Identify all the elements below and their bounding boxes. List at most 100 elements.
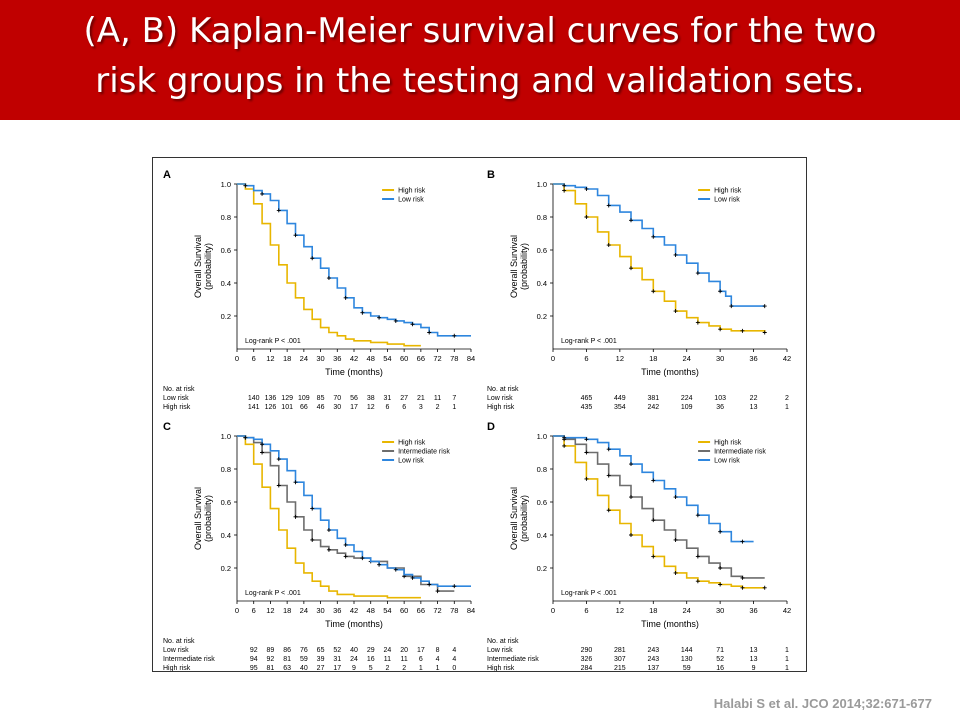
- risk-table-cell: 81: [267, 665, 275, 671]
- risk-table-cell: 1: [785, 656, 789, 663]
- risk-table-cell: 381: [647, 395, 659, 402]
- x-tick-label: 84: [467, 354, 475, 363]
- risk-table-cell: 224: [681, 395, 693, 402]
- risk-table-cell: 465: [581, 395, 593, 402]
- risk-table-cell: 4: [436, 656, 440, 663]
- risk-table-cell: 27: [400, 395, 408, 402]
- censor-mark: [427, 582, 432, 587]
- risk-table-cell: 66: [300, 404, 308, 411]
- x-tick-label: 60: [400, 354, 408, 363]
- risk-table-cell: 22: [750, 395, 758, 402]
- risk-table-header: No. at risk: [163, 386, 195, 393]
- x-tick-label: 42: [783, 354, 791, 363]
- risk-table-cell: 16: [367, 656, 375, 663]
- censor-mark: [673, 495, 678, 500]
- km-figure: A1.00.80.60.40.20 6 12 18 24 30 36 42 48 54 60 66 72…: [163, 169, 791, 671]
- censor-mark: [410, 322, 415, 327]
- censor-mark: [310, 256, 315, 261]
- x-tick-label: 72: [433, 354, 441, 363]
- risk-table-cell: 38: [367, 395, 375, 402]
- panel-label: A: [163, 169, 171, 181]
- x-axis-label: Time (months): [641, 367, 699, 377]
- y-tick-label: 0.2: [537, 564, 547, 573]
- risk-table-cell: 126: [265, 404, 277, 411]
- risk-table-cell: 6: [402, 404, 406, 411]
- risk-table-cell: 31: [384, 395, 392, 402]
- x-tick-label: 24: [683, 354, 691, 363]
- censor-mark: [740, 328, 745, 333]
- risk-table-cell: 144: [681, 647, 693, 654]
- x-tick-label: 24: [683, 606, 691, 615]
- panel-d: D 1.0 0.8 0.6 0.4 0.2 0 6 12 18 24 30 36 42 Time (mont…: [487, 421, 791, 671]
- legend-label: High risk: [398, 440, 426, 447]
- y-axis-label: Overall Survival: [509, 235, 519, 298]
- risk-table-cell: 2: [436, 404, 440, 411]
- risk-table-cell: 20: [400, 647, 408, 654]
- y-tick-label: 0.4: [221, 279, 231, 288]
- censor-mark: [343, 295, 348, 300]
- slide-title-line-1: (A, B) Kaplan-Meier survival curves for …: [83, 11, 877, 51]
- risk-table-cell: 92: [250, 647, 258, 654]
- x-tick-label: 42: [350, 606, 358, 615]
- x-tick-label: 18: [649, 354, 657, 363]
- risk-table-cell: 56: [350, 395, 358, 402]
- x-tick-label: 24: [300, 606, 308, 615]
- risk-table-cell: 0: [452, 665, 456, 671]
- risk-table-cell: 140: [248, 395, 260, 402]
- x-tick-label: 36: [749, 354, 757, 363]
- y-tick-label: 0.2: [221, 312, 231, 321]
- censor-mark: [562, 443, 567, 448]
- y-axis-label-sub: (probability): [519, 495, 529, 542]
- y-axis-label-sub: (probability): [203, 243, 213, 290]
- risk-table-cell: 9: [752, 665, 756, 671]
- risk-table-cell: 1: [419, 665, 423, 671]
- censor-mark: [276, 457, 281, 462]
- x-tick-label: 48: [367, 354, 375, 363]
- censor-mark: [695, 320, 700, 325]
- censor-mark: [562, 183, 567, 188]
- logrank-annotation: Log-rank P < .001: [561, 590, 617, 597]
- x-tick-label: 42: [783, 606, 791, 615]
- risk-table-cell: 94: [250, 656, 258, 663]
- censor-mark: [293, 480, 298, 485]
- x-tick-label: 30: [316, 354, 324, 363]
- logrank-annotation: Log-rank P < .001: [561, 338, 617, 345]
- x-tick-label: 0: [551, 606, 555, 615]
- censor-mark: [562, 435, 567, 440]
- x-tick-label: 36: [333, 606, 341, 615]
- risk-table-cell: 52: [333, 647, 341, 654]
- censor-mark: [718, 529, 723, 534]
- series-line-low: [237, 435, 471, 587]
- series-line-high: [553, 183, 766, 333]
- risk-table-cell: 65: [317, 647, 325, 654]
- panel-label: B: [487, 169, 495, 181]
- risk-table-cell: 17: [417, 647, 425, 654]
- censor-mark: [695, 554, 700, 559]
- risk-table-cell: 5: [369, 665, 373, 671]
- y-tick-label: 0.8: [221, 213, 231, 222]
- risk-table-cell: 39: [317, 656, 325, 663]
- risk-table-row-label: Intermediate risk: [487, 656, 539, 663]
- legend-label: Low risk: [398, 197, 424, 204]
- censor-mark: [606, 447, 611, 452]
- censor-mark: [729, 304, 734, 309]
- x-tick-label: 0: [235, 354, 239, 363]
- censor-mark: [260, 191, 265, 196]
- risk-table-cell: 86: [283, 647, 291, 654]
- risk-table-cell: 11: [384, 656, 391, 663]
- censor-mark: [740, 575, 745, 580]
- y-tick-label: 0.8: [537, 213, 547, 222]
- censor-mark: [276, 483, 281, 488]
- x-axis-label: Time (months): [325, 619, 383, 629]
- censor-mark: [606, 203, 611, 208]
- risk-table-cell: 326: [581, 656, 593, 663]
- x-tick-label: 84: [467, 606, 475, 615]
- x-tick-label: 54: [383, 606, 391, 615]
- x-tick-label: 42: [350, 354, 358, 363]
- risk-table-cell: 17: [350, 404, 358, 411]
- censor-mark: [276, 208, 281, 213]
- legend-label: High risk: [714, 188, 742, 195]
- legend-label: Low risk: [714, 197, 740, 204]
- x-axis-label: Time (months): [641, 619, 699, 629]
- x-tick-label: 78: [450, 606, 458, 615]
